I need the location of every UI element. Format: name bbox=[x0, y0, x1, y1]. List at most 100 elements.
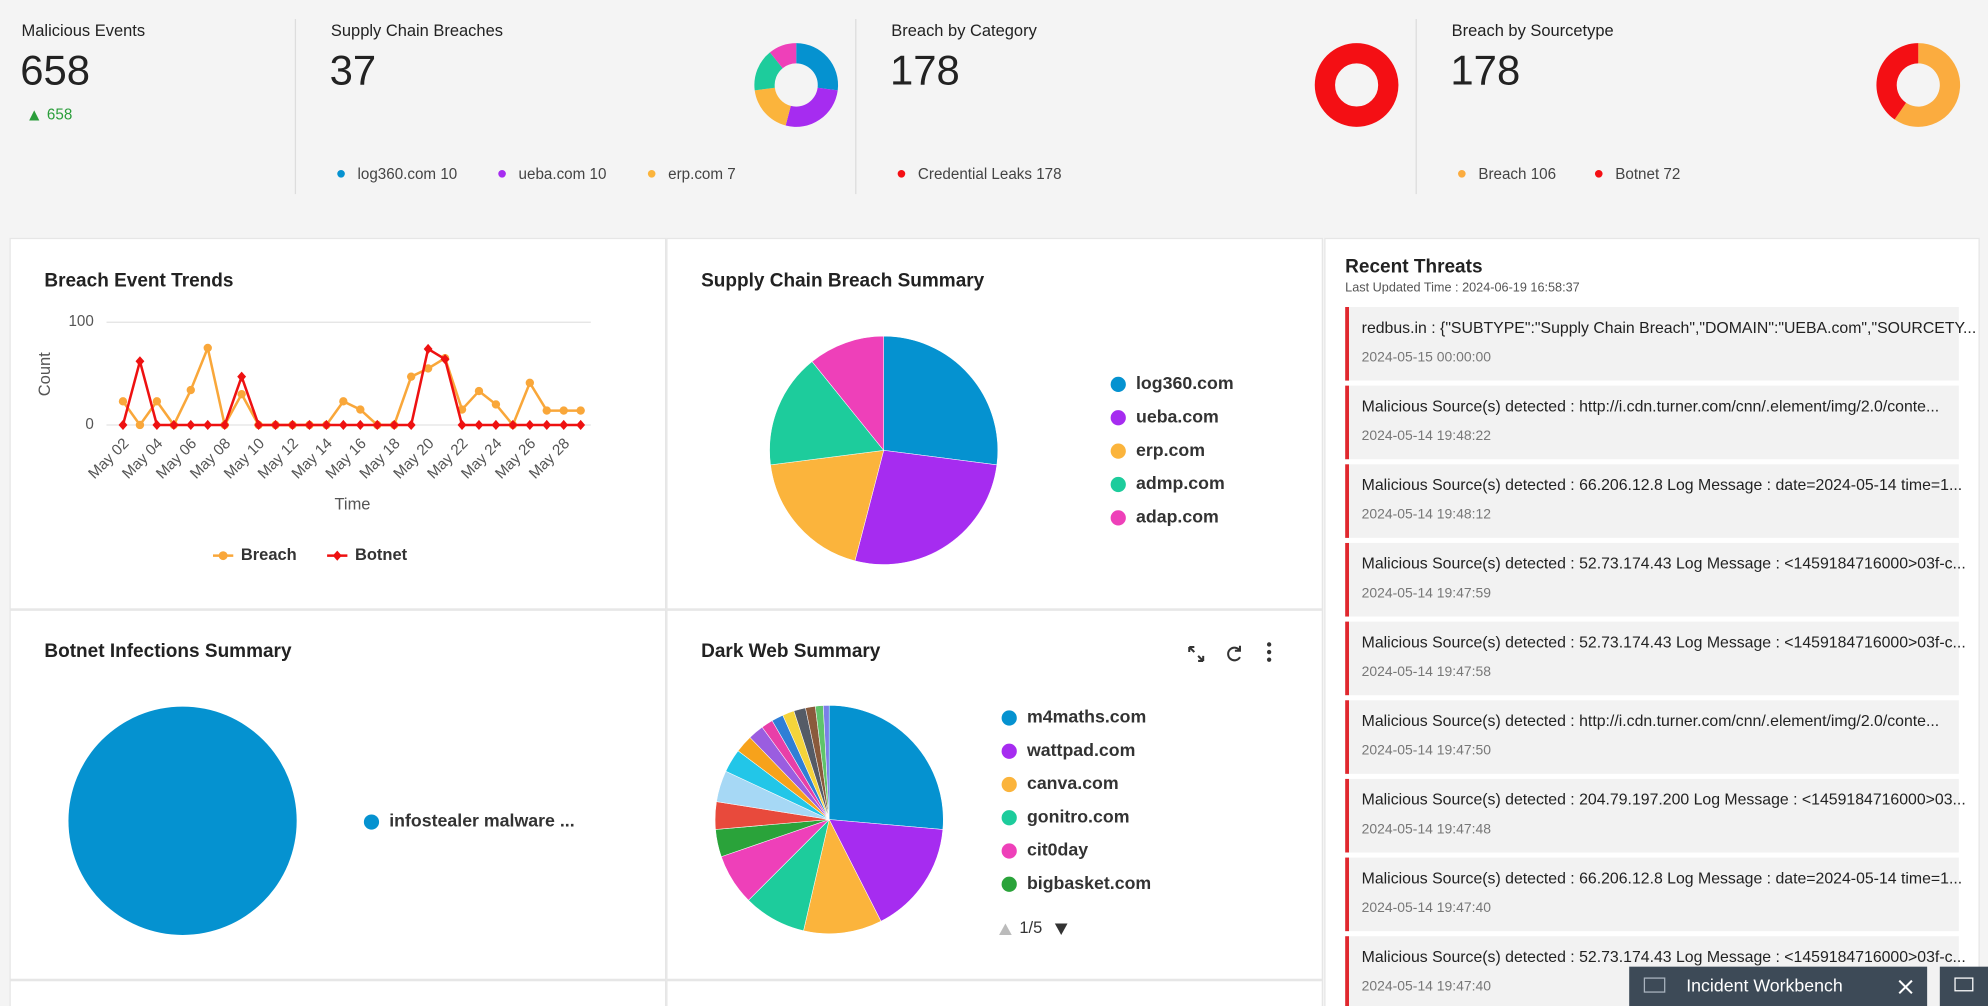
legend-swatch bbox=[218, 551, 228, 561]
panel-title: Supply Chain Breach Summary bbox=[701, 271, 985, 292]
legend-label: Breach bbox=[1478, 166, 1526, 183]
legend-swatch bbox=[1110, 376, 1126, 392]
threat-card bbox=[1345, 857, 1959, 932]
legend-label: wattpad.com bbox=[1026, 740, 1135, 760]
panel-tools bbox=[1188, 642, 1272, 662]
legend-value: 106 bbox=[1531, 166, 1556, 183]
point-marker bbox=[457, 405, 467, 414]
legend-item: Credential Leaks 178 bbox=[918, 166, 1062, 183]
legend-swatch bbox=[897, 169, 906, 178]
legend-label: Botnet bbox=[1615, 166, 1660, 183]
legend-label: cit0day bbox=[1027, 840, 1088, 860]
legend-label: canva.com bbox=[1027, 773, 1119, 793]
threat-card bbox=[1345, 385, 1959, 460]
pie-slice bbox=[803, 818, 882, 934]
legend-label: erp.com bbox=[1136, 440, 1205, 460]
threat-accent bbox=[1345, 464, 1349, 538]
threat-time: 2024-05-14 19:48:12 bbox=[1362, 506, 1492, 522]
pie-slice bbox=[769, 361, 885, 466]
close-icon[interactable] bbox=[1898, 979, 1913, 995]
more-icon[interactable] bbox=[1266, 642, 1272, 662]
threat-time: 2024-05-14 19:47:40 bbox=[1362, 978, 1492, 994]
chat-button[interactable] bbox=[1939, 966, 1988, 1006]
point-marker bbox=[559, 419, 569, 431]
legend-item: Breach 106 bbox=[1478, 166, 1556, 183]
kpi-change: 658 bbox=[47, 106, 72, 123]
y-axis-label: Count bbox=[36, 352, 54, 396]
legend-value: 72 bbox=[1663, 166, 1680, 183]
threat-accent bbox=[1345, 700, 1349, 774]
threat-card bbox=[1345, 700, 1959, 774]
point-marker bbox=[237, 371, 247, 382]
threat-time: 2024-05-14 19:47:59 bbox=[1362, 584, 1492, 600]
threat-list: redbus.in : {"SUBTYPE":"Supply Chain Bre… bbox=[1345, 307, 1976, 1006]
y-tick-label: 0 bbox=[85, 416, 93, 433]
legend-item: log360.com 10 bbox=[358, 166, 458, 183]
donut-slice bbox=[754, 87, 791, 126]
threat-time: 2024-05-14 19:47:48 bbox=[1362, 820, 1492, 836]
kpi-title: Supply Chain Breaches bbox=[331, 22, 503, 40]
panel-title: Dark Web Summary bbox=[701, 641, 881, 662]
threat-accent bbox=[1345, 778, 1349, 853]
workbench-icon bbox=[1643, 977, 1666, 993]
point-marker bbox=[135, 420, 145, 430]
legend-label: ueba.com bbox=[519, 166, 586, 183]
threat-message: Malicious Source(s) detected : http://i.… bbox=[1362, 713, 1940, 730]
pie-slice bbox=[828, 705, 944, 830]
donut-slice bbox=[1894, 43, 1961, 127]
page-prev[interactable] bbox=[999, 923, 1012, 935]
donut-slice bbox=[796, 43, 839, 91]
threat-card bbox=[1345, 307, 1959, 381]
panel-title: Botnet Infections Summary bbox=[44, 641, 292, 662]
point-marker bbox=[457, 419, 467, 431]
legend-value: 178 bbox=[1036, 166, 1061, 183]
threat-accent bbox=[1345, 307, 1349, 381]
legend-label: log360.com bbox=[1136, 373, 1234, 393]
point-marker bbox=[423, 364, 433, 373]
pie-slice bbox=[68, 706, 297, 935]
refresh-icon[interactable] bbox=[1227, 645, 1241, 662]
x-axis-label: Time bbox=[334, 495, 370, 513]
legend-swatch bbox=[1001, 710, 1017, 726]
incident-workbench-bar[interactable]: Incident Workbench bbox=[1629, 966, 1988, 1006]
legend-value: 7 bbox=[727, 166, 735, 183]
page-next[interactable] bbox=[1054, 923, 1068, 935]
workbench-label: Incident Workbench bbox=[1686, 976, 1843, 996]
point-marker bbox=[237, 389, 246, 399]
legend-label: m4maths.com bbox=[1027, 707, 1146, 727]
threat-card bbox=[1345, 464, 1959, 538]
kpi-value: 37 bbox=[330, 47, 377, 94]
pie-slice bbox=[811, 335, 884, 452]
legend-label: ueba.com bbox=[1136, 406, 1219, 426]
point-marker bbox=[525, 378, 535, 388]
legend-item: ueba.com 10 bbox=[519, 166, 607, 183]
legend-swatch bbox=[1110, 410, 1126, 426]
point-marker bbox=[406, 419, 416, 431]
legend-value: 10 bbox=[440, 166, 457, 183]
threat-card bbox=[1345, 542, 1959, 617]
point-marker bbox=[576, 406, 585, 415]
threat-time: 2024-05-14 19:47:40 bbox=[1362, 899, 1492, 915]
threat-message: Malicious Source(s) detected : 52.73.174… bbox=[1362, 949, 1966, 966]
threat-message: Malicious Source(s) detected : 204.79.19… bbox=[1362, 792, 1966, 809]
legend-label: Credential Leaks bbox=[918, 166, 1032, 183]
threat-accent bbox=[1345, 936, 1349, 1006]
point-marker bbox=[169, 419, 179, 431]
legend-label: adap.com bbox=[1136, 507, 1219, 527]
point-marker bbox=[576, 419, 586, 431]
point-marker bbox=[118, 419, 128, 431]
legend-label: log360.com bbox=[358, 166, 437, 183]
point-marker bbox=[389, 419, 399, 431]
donut-slice bbox=[1876, 43, 1919, 120]
point-marker bbox=[271, 419, 280, 431]
point-marker bbox=[135, 356, 145, 367]
expand-icon[interactable] bbox=[1188, 645, 1205, 662]
point-marker bbox=[152, 397, 162, 406]
threat-message: Malicious Source(s) detected : 66.206.12… bbox=[1362, 477, 1962, 494]
point-marker bbox=[186, 419, 196, 431]
threat-card bbox=[1345, 621, 1959, 696]
threat-time: 2024-05-14 19:47:50 bbox=[1362, 742, 1492, 758]
legend-swatch bbox=[1001, 743, 1017, 759]
point-marker bbox=[118, 397, 128, 406]
